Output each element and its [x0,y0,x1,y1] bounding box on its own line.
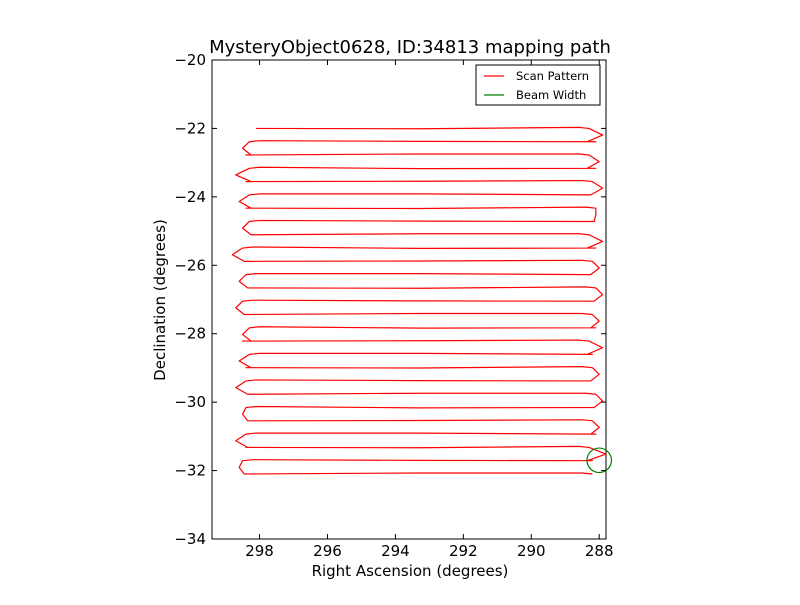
chart-title: MysteryObject0628, ID:34813 mapping path [209,37,611,58]
x-tick-label: 292 [449,542,478,560]
y-tick-label: −30 [174,393,206,411]
x-tick-label: 294 [381,542,410,560]
scan-pattern-line [231,126,607,475]
x-tick-label: 296 [313,542,342,560]
y-tick-label: −28 [174,325,206,343]
beam-width-circle [586,447,613,474]
plot-area: 298 296 294 292 290 288 −20 −22 −24 −26 −28 −30 −32… [174,51,613,560]
x-tick-label: 290 [517,542,546,560]
y-tick-label: −26 [174,256,206,274]
legend: Scan Pattern Beam Width [475,64,601,106]
x-axis-label: Right Ascension (degrees) [312,562,509,580]
legend-label-beam-width: Beam Width [516,88,586,102]
series-layer [231,126,613,475]
x-tick-label: 298 [245,542,274,560]
plot-frame [211,59,607,540]
x-ticks: 298 296 294 292 290 288 [245,60,614,560]
legend-label-scan-pattern: Scan Pattern [516,69,589,83]
y-ticks: −20 −22 −24 −26 −28 −30 −32 −34 [174,51,606,548]
y-tick-label: −32 [174,462,206,480]
y-tick-label: −20 [174,51,206,69]
y-tick-label: −24 [174,188,206,206]
x-tick-label: 288 [585,542,614,560]
legend-box [475,64,601,106]
y-tick-label: −22 [174,119,206,137]
y-tick-label: −34 [174,530,206,548]
y-axis-label: Declination (degrees) [151,219,169,381]
